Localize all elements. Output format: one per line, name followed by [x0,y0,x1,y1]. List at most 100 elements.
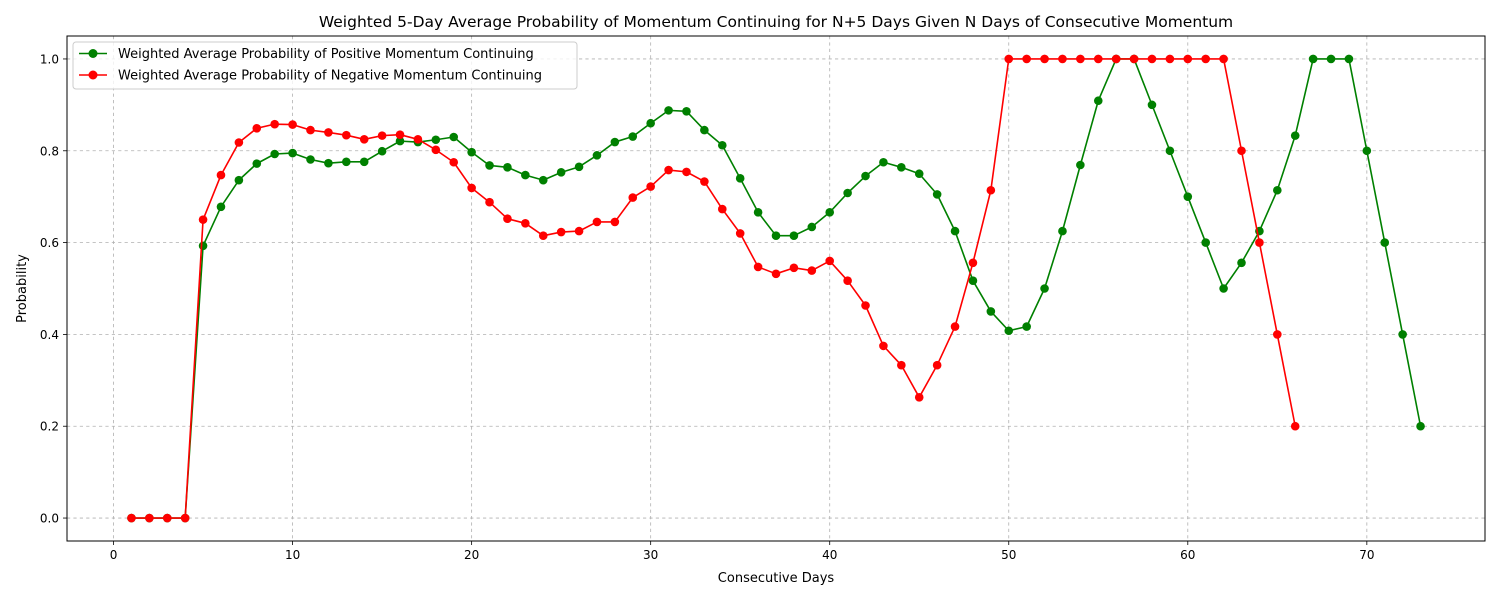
data-point [968,258,978,268]
data-point [1398,330,1407,339]
data-point [1290,131,1300,140]
y-tick-label: 0.2 [40,420,59,434]
data-point [377,146,387,156]
data-point [1290,421,1300,431]
data-point [1326,54,1336,64]
data-point [1183,192,1193,201]
legend-marker-negative-dot [88,70,98,80]
data-point [1058,226,1067,236]
data-point [592,217,602,227]
data-point [1129,54,1139,64]
data-point [825,256,835,266]
data-point [879,157,888,167]
data-point [306,155,315,164]
data-point [342,157,351,167]
data-point [574,162,584,172]
data-point [628,132,638,141]
data-point [521,219,530,228]
data-point [1147,100,1157,110]
data-point [324,158,333,168]
data-point [789,263,799,273]
legend: Weighted Average Probability of Positive… [72,41,578,90]
data-point [1273,185,1282,195]
data-point [843,188,852,198]
y-tick-label: 0.6 [40,236,59,250]
x-tick-label: 10 [285,548,300,562]
data-point [1147,54,1157,64]
data-point [1004,326,1014,336]
data-point [628,193,638,202]
data-point [1093,96,1103,106]
data-point [413,135,423,144]
data-point [252,159,262,168]
data-point [968,276,978,286]
data-point [449,157,459,167]
data-point [234,175,244,185]
data-point [753,207,763,217]
data-point [1022,322,1031,331]
data-point [807,266,817,275]
x-tick-label: 30 [643,548,658,562]
legend-frame [72,41,578,90]
data-point [735,174,745,183]
data-point [1076,54,1085,64]
data-point [431,145,441,155]
data-point [467,183,476,193]
data-point [431,135,441,145]
plot-series [127,54,1425,523]
series-negative [127,54,1300,523]
data-point [485,161,494,170]
data-point [914,393,924,402]
data-point [342,130,351,140]
data-point [646,182,655,191]
data-point [592,151,602,160]
data-point [664,165,673,175]
data-point [1344,54,1354,64]
data-point [986,185,996,195]
x-axis-label: Consecutive Days [718,571,835,586]
data-point [467,147,476,157]
data-point [449,132,459,142]
data-point [1201,54,1210,64]
data-point [252,123,262,133]
plot-area-frame [66,35,1486,542]
data-point [395,136,405,146]
x-tick-label: 70 [1359,548,1374,562]
data-point [717,140,727,150]
data-point [234,138,244,147]
data-point [897,360,906,370]
data-point [485,197,494,207]
x-tick-label: 60 [1180,548,1195,562]
data-point [700,125,709,135]
data-point [521,170,530,180]
data-point [1004,54,1014,64]
data-point [1111,54,1121,64]
data-point [306,125,315,135]
data-point [1362,146,1372,156]
data-point [288,120,297,129]
data-point [538,231,548,240]
data-point [682,167,691,177]
data-point [180,513,190,523]
y-tick-label: 1.0 [40,52,59,66]
data-point [1022,54,1031,64]
data-point [1380,238,1390,247]
data-point [538,175,548,185]
data-point [1076,160,1085,170]
data-point [1058,54,1067,64]
data-point [1165,54,1175,64]
data-point [288,148,297,158]
data-point [807,222,817,232]
data-point [879,341,888,351]
data-point [986,307,996,316]
data-point [664,106,673,115]
data-point [198,215,208,224]
data-point [1308,54,1318,64]
data-point [897,163,906,172]
data-point [1219,54,1228,64]
data-point [771,231,781,240]
data-point [145,513,154,523]
data-point [270,119,279,129]
